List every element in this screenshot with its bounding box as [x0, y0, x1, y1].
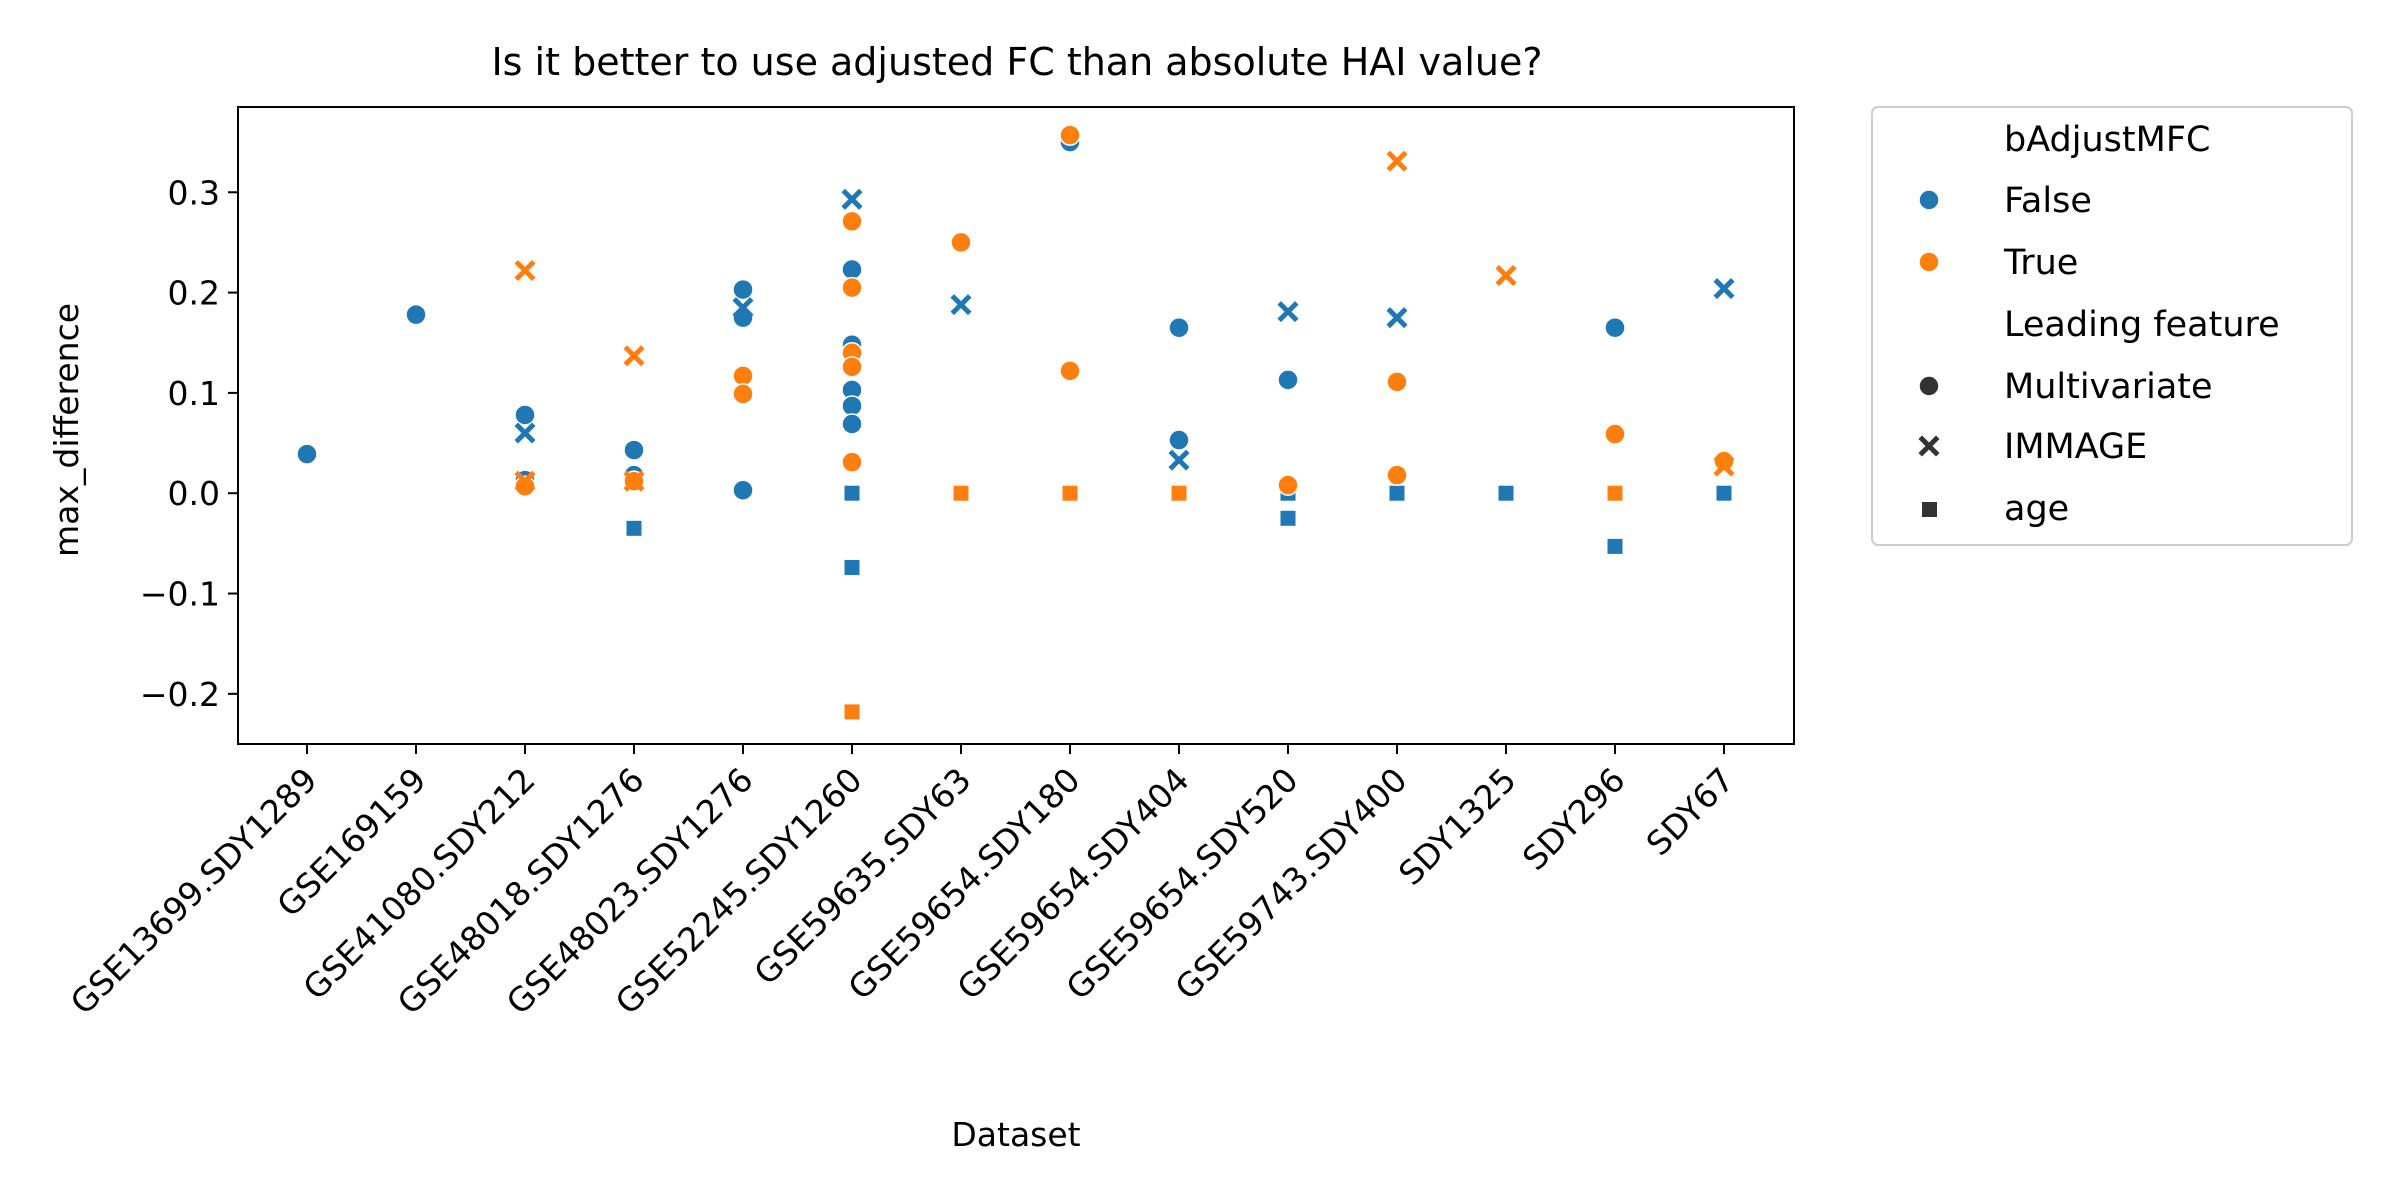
data-point-true-multivariate [1059, 360, 1081, 382]
legend-style-title: Leading feature [2004, 305, 2280, 345]
legend-label-age: age [2004, 489, 2069, 529]
plot-frame [237, 106, 1795, 745]
data-point-true-multivariate [1277, 474, 1299, 496]
data-point-true-multivariate [1604, 423, 1626, 445]
data-point-true-immage [514, 259, 536, 282]
data-point-false-immage [1168, 449, 1190, 471]
legend-box [1871, 106, 2353, 546]
x-tick-label: SDY296 [1515, 760, 1633, 878]
data-point-true-immage [623, 345, 645, 367]
data-point-false-age [1389, 485, 1405, 501]
data-point-false-multivariate [1168, 316, 1190, 339]
data-point-true-multivariate [1386, 371, 1408, 393]
data-point-false-multivariate [1604, 316, 1626, 339]
data-point-false-multivariate [514, 404, 536, 426]
data-point-false-immage [1713, 278, 1735, 300]
data-point-true-immage [1495, 264, 1517, 287]
data-point-false-immage [950, 294, 972, 316]
data-point-false-age [626, 520, 642, 536]
data-point-true-immage [1713, 455, 1735, 477]
y-tick-label: 0.0 [168, 474, 220, 513]
data-point-false-multivariate [841, 395, 863, 417]
data-point-true-multivariate [841, 356, 863, 378]
chart-title: Is it better to use adjusted FC than abs… [491, 40, 1542, 84]
data-point-true-age [1171, 485, 1187, 501]
legend-marker-multivariate [1918, 375, 1940, 397]
data-point-true-immage [1386, 150, 1408, 172]
marks-layer [296, 124, 1735, 720]
legend-label-multivariate: Multivariate [2004, 367, 2213, 407]
legend-hue-title: bAdjustMFC [2004, 120, 2210, 160]
y-tick-label: −0.2 [140, 675, 220, 714]
data-point-false-multivariate [623, 439, 645, 461]
data-point-false-multivariate [1277, 369, 1299, 391]
data-point-false-immage [514, 422, 536, 444]
x-axis: GSE13699.SDY1289GSE169159GSE41080.SDY212… [63, 744, 1742, 1022]
data-point-false-immage [841, 188, 863, 210]
data-point-true-multivariate [1059, 124, 1081, 146]
data-point-true-multivariate [514, 475, 536, 497]
data-point-true-multivariate [841, 210, 863, 233]
data-point-true-multivariate [841, 451, 863, 473]
data-point-true-immage [514, 470, 536, 492]
x-axis-label: Dataset [951, 1115, 1080, 1154]
data-point-true-multivariate [841, 276, 863, 299]
y-tick-label: −0.1 [140, 575, 220, 614]
data-point-true-multivariate [950, 231, 972, 254]
data-point-false-immage [1386, 307, 1408, 329]
y-tick-label: 0.3 [168, 173, 220, 212]
data-point-false-multivariate [841, 258, 863, 281]
x-tick-label: SDY67 [1639, 760, 1742, 863]
data-point-true-multivariate [732, 383, 754, 405]
y-tick-label: 0.1 [168, 374, 220, 413]
data-point-true-age [844, 704, 860, 720]
data-point-true-multivariate [1386, 464, 1408, 486]
data-point-true-age [1062, 485, 1078, 501]
legend-label-true: True [2003, 243, 2078, 283]
legend: bAdjustMFC False True Leading feature Mu… [1871, 106, 2353, 546]
data-point-false-multivariate [732, 479, 754, 501]
data-point-true-multivariate [1713, 450, 1735, 472]
legend-marker-immage [1918, 435, 1940, 457]
y-axis: −0.2 −0.1 0.0 0.1 0.2 0.3 [140, 173, 238, 714]
data-point-false-age [844, 559, 860, 575]
data-point-false-age [1280, 510, 1296, 526]
data-point-true-multivariate [732, 365, 754, 387]
data-point-true-age [953, 485, 969, 501]
data-point-false-multivariate [841, 413, 863, 435]
data-point-false-multivariate [405, 303, 427, 326]
x-tick-label: SDY1325 [1391, 760, 1524, 893]
data-point-false-age [1716, 485, 1732, 501]
data-point-false-age [844, 485, 860, 501]
data-point-false-multivariate [1168, 429, 1190, 451]
data-point-false-age [1498, 485, 1514, 501]
data-point-false-immage [732, 297, 754, 319]
y-axis-label: max_difference [47, 303, 86, 557]
legend-marker-true [1918, 251, 1940, 273]
data-point-false-multivariate [732, 278, 754, 301]
legend-marker-age [1922, 502, 1937, 517]
data-point-false-multivariate [296, 443, 318, 465]
data-point-false-age [1607, 538, 1623, 554]
legend-marker-false [1918, 189, 1940, 211]
legend-label-immage: IMMAGE [2004, 427, 2147, 467]
data-point-false-immage [1277, 301, 1299, 323]
data-point-true-immage [623, 470, 645, 492]
data-point-true-age [1607, 485, 1623, 501]
y-tick-label: 0.2 [168, 274, 220, 313]
legend-label-false: False [2004, 181, 2092, 221]
